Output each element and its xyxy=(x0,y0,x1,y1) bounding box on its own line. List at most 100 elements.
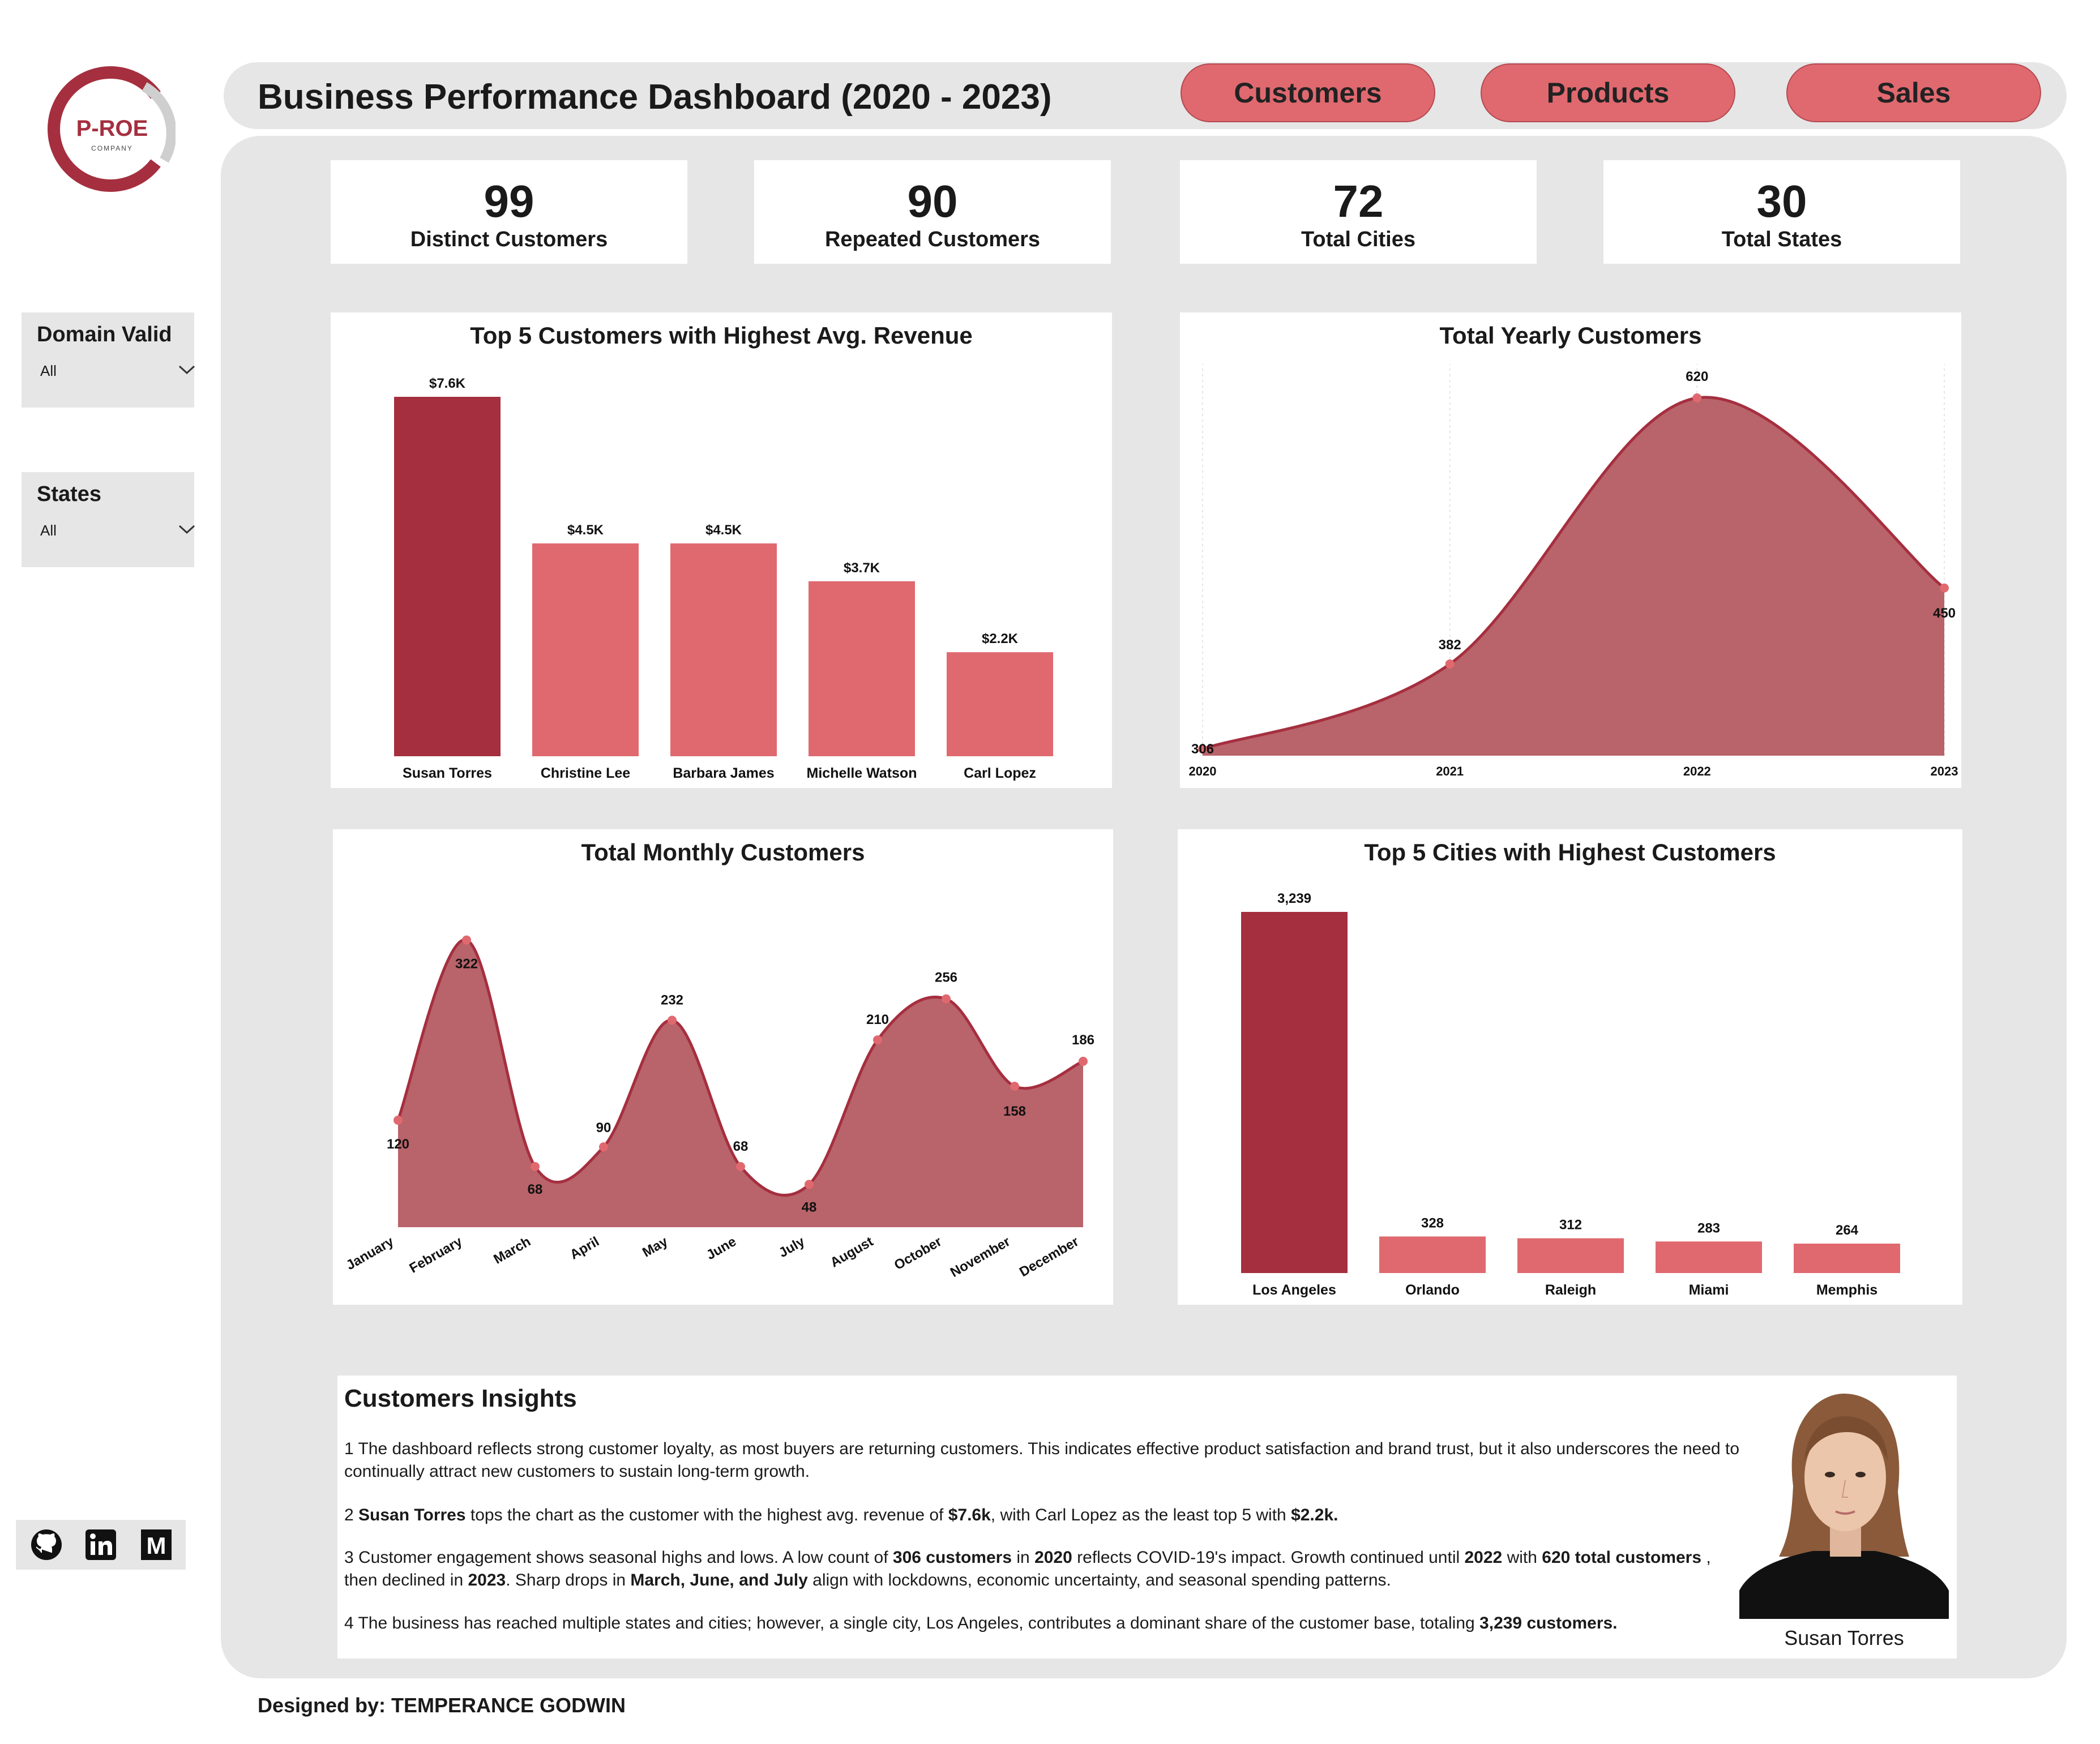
data-label: 210 xyxy=(866,1012,889,1027)
insight-text-run: in xyxy=(1012,1548,1035,1567)
data-label: 68 xyxy=(528,1182,543,1197)
slicer-domain-valid[interactable]: Domain Valid All xyxy=(22,312,196,408)
chevron-down-icon[interactable] xyxy=(177,360,196,379)
nav-customers-button[interactable]: Customers xyxy=(1181,63,1435,122)
x-tick-label: January xyxy=(344,1233,397,1273)
slicer-states[interactable]: States All xyxy=(22,472,196,567)
customers-insights-panel: Customers Insights 1 The dashboard refle… xyxy=(337,1376,1957,1659)
data-point xyxy=(1692,393,1702,402)
insight-paragraph-2: 2 Susan Torres tops the chart as the cus… xyxy=(344,1504,1748,1527)
x-tick-label: Susan Torres xyxy=(403,765,492,781)
medium-icon[interactable]: M xyxy=(139,1528,173,1562)
kpi-card-distinct-customers: 99 Distinct Customers xyxy=(331,160,687,264)
data-point xyxy=(1079,1056,1088,1066)
kpi-label: Total Cities xyxy=(1301,228,1415,251)
bar xyxy=(532,543,639,756)
x-tick-label: 2023 xyxy=(1931,764,1958,778)
insight-paragraph-3: 3 Customer engagement shows seasonal hig… xyxy=(344,1546,1748,1592)
x-tick-label: Michelle Watson xyxy=(807,765,917,781)
x-tick-label: Christine Lee xyxy=(541,765,630,781)
linkedin-icon[interactable] xyxy=(84,1528,118,1562)
chart-card-yearly-customers: Total Yearly Customers 306 2020 382 2021 620… xyxy=(1180,312,1961,788)
monthly-customers-area-chart: 120 January 322 February 68 March 90 April 232 Ma… xyxy=(344,935,1094,1280)
data-label: 186 xyxy=(1072,1032,1094,1048)
x-tick-label: Los Angeles xyxy=(1252,1282,1336,1298)
series-line xyxy=(1202,396,1945,751)
area-fill xyxy=(1203,397,1944,756)
slicer-value[interactable]: All xyxy=(40,522,57,539)
area-fill xyxy=(398,940,1083,1227)
nav-products-button[interactable]: Products xyxy=(1481,63,1735,122)
kpi-label: Distinct Customers xyxy=(410,228,608,251)
chevron-down-icon[interactable] xyxy=(177,520,196,539)
data-point xyxy=(805,1180,814,1189)
chart-card-top-cities: Top 5 Cities with Highest Customers 3,23… xyxy=(1178,829,1962,1305)
top-customers-bar-chart: $7.6K Susan Torres $4.5K Christine Lee $4.5K… xyxy=(394,376,1053,781)
insight-text-run: 4 The business has reached multiple stat… xyxy=(344,1614,1480,1632)
chart-card-top-customers: Top 5 Customers with Highest Avg. Revenu… xyxy=(331,312,1112,788)
x-tick-label: Memphis xyxy=(1816,1282,1877,1298)
x-tick-label: 2021 xyxy=(1436,764,1464,778)
insight-text-run: 306 customers xyxy=(892,1548,1012,1567)
data-label: $3.7K xyxy=(844,560,880,576)
x-tick-label: Orlando xyxy=(1405,1282,1460,1298)
x-tick-label: Raleigh xyxy=(1545,1282,1596,1298)
data-label: 264 xyxy=(1836,1223,1859,1238)
data-label: 283 xyxy=(1697,1220,1720,1236)
top-cities-bar-chart: 3,239 Los Angeles 328 Orlando 312 Raleigh 283 M… xyxy=(1241,891,1900,1298)
insight-text-run: 2023 xyxy=(468,1571,506,1589)
bar xyxy=(1379,1236,1486,1273)
kpi-value: 90 xyxy=(907,176,958,226)
data-point xyxy=(531,1162,540,1171)
insight-text-run: 2020 xyxy=(1034,1548,1072,1567)
data-label: $4.5K xyxy=(705,522,742,538)
x-tick-label: November xyxy=(948,1234,1013,1280)
kpi-value: 72 xyxy=(1333,176,1384,226)
github-icon[interactable] xyxy=(29,1528,63,1562)
data-label: 450 xyxy=(1933,606,1956,621)
x-tick-label: 2022 xyxy=(1683,764,1711,778)
insight-text-run: 1 The dashboard reflects strong customer… xyxy=(344,1439,1740,1481)
data-label: 68 xyxy=(733,1139,749,1154)
x-tick-label: December xyxy=(1017,1234,1081,1280)
svg-text:P-ROE: P-ROE xyxy=(76,116,148,141)
svg-text:COMPANY: COMPANY xyxy=(91,144,133,152)
data-point xyxy=(873,1035,882,1045)
data-point xyxy=(736,1162,745,1171)
data-point xyxy=(1198,744,1207,754)
bar xyxy=(394,397,501,756)
insight-text-run: March, June, and July xyxy=(630,1571,808,1589)
insight-text-run: tops the chart as the customer with the … xyxy=(465,1506,948,1524)
insight-text-run: 3 Customer engagement shows seasonal hig… xyxy=(344,1548,893,1567)
bar xyxy=(1241,912,1348,1273)
data-label: 232 xyxy=(661,992,683,1008)
insight-text-run: with xyxy=(1502,1548,1542,1567)
chart-title: Total Monthly Customers xyxy=(581,839,865,865)
data-label: 312 xyxy=(1559,1218,1582,1233)
social-links-bar: M xyxy=(16,1520,186,1570)
insight-text-run: $2.2k. xyxy=(1291,1506,1338,1524)
designer-credit: Designed by: TEMPERANCE GODWIN xyxy=(258,1694,626,1717)
nav-sales-button[interactable]: Sales xyxy=(1786,63,2041,122)
insight-text-run: align with lockdowns, economic uncertain… xyxy=(807,1571,1391,1589)
data-label: $2.2K xyxy=(982,631,1019,646)
insight-text-run: 3,239 customers. xyxy=(1479,1614,1618,1632)
x-tick-label: February xyxy=(407,1233,465,1276)
chart-title: Top 5 Cities with Highest Customers xyxy=(1364,839,1776,865)
chart-title: Top 5 Customers with Highest Avg. Revenu… xyxy=(470,322,973,349)
x-tick-label: Miami xyxy=(1689,1282,1729,1298)
bar xyxy=(1794,1243,1900,1273)
insight-text-run: $7.6k xyxy=(948,1506,991,1524)
kpi-value: 30 xyxy=(1756,176,1807,226)
slicer-value[interactable]: All xyxy=(40,362,57,379)
kpi-label: Repeated Customers xyxy=(824,228,1041,251)
data-point xyxy=(1010,1082,1019,1091)
data-label: 48 xyxy=(802,1199,817,1215)
company-logo: P-ROE COMPANY xyxy=(45,61,177,197)
yearly-customers-area-chart: 306 2020 382 2021 620 2022 450 2023 xyxy=(1189,364,1958,778)
x-tick-label: August xyxy=(828,1234,876,1271)
insight-text-run: 2022 xyxy=(1464,1548,1503,1567)
insight-text-run: Susan Torres xyxy=(358,1506,466,1524)
x-tick-label: Carl Lopez xyxy=(964,765,1036,781)
kpi-card-total-states: 30 Total States xyxy=(1603,160,1960,264)
